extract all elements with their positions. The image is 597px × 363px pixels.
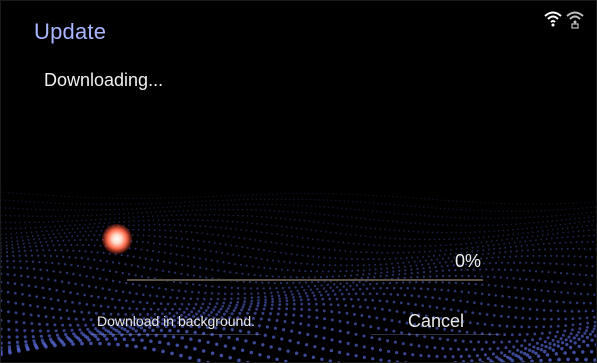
progress-glow bbox=[102, 224, 132, 254]
page-title: Update bbox=[34, 19, 106, 45]
download-in-background-label: Download in background. bbox=[97, 313, 255, 329]
wifi-icon bbox=[544, 11, 562, 27]
button-underline bbox=[371, 334, 501, 335]
progress-percent: 0% bbox=[455, 251, 481, 272]
wifi-hotspot-icon bbox=[566, 11, 584, 29]
cancel-button[interactable]: Cancel bbox=[361, 301, 511, 341]
progress-bar bbox=[127, 279, 483, 281]
status-icons bbox=[544, 11, 584, 29]
cancel-label: Cancel bbox=[408, 311, 464, 332]
button-underline bbox=[91, 334, 261, 335]
download-status: Downloading... bbox=[44, 70, 163, 91]
download-in-background-button[interactable]: Download in background. bbox=[81, 301, 271, 341]
